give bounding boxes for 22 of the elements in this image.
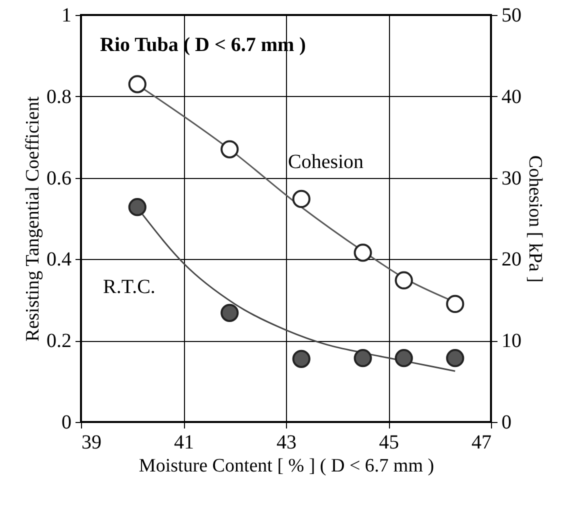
y-tick-label: 0: [62, 412, 72, 434]
x-tick-label: 45: [379, 432, 399, 454]
y-tick-label: 0.4: [46, 248, 72, 271]
y2-axis-title: Cohesion [ kPa ]: [524, 155, 546, 283]
y2-tick-label: 20: [502, 248, 522, 271]
y2-tick-label: 40: [502, 86, 522, 108]
x-tick-label: 47: [472, 432, 492, 454]
x-tick-label: 41: [174, 432, 194, 454]
y2-tick-label: 50: [502, 4, 522, 26]
annotation: R.T.C.: [103, 276, 156, 298]
y-tick-label: 0.2: [46, 330, 72, 352]
x-tick-label: 39: [82, 432, 102, 454]
y2-tick-label: 30: [502, 167, 522, 190]
annotation: Cohesion: [288, 151, 364, 173]
x-tick-label: 43: [276, 432, 296, 454]
y2-tick-label: 0: [502, 412, 512, 434]
y-tick-label: 0.6: [46, 167, 72, 190]
y-axis-title: Resisting Tangential Coefficient: [22, 96, 44, 342]
y-tick-label: 1: [62, 4, 72, 26]
y2-tick-label: 10: [502, 330, 522, 352]
y-tick-label: 0.8: [46, 86, 72, 108]
x-axis-title: Moisture Content [ % ] ( D < 6.7 mm ): [138, 456, 434, 476]
